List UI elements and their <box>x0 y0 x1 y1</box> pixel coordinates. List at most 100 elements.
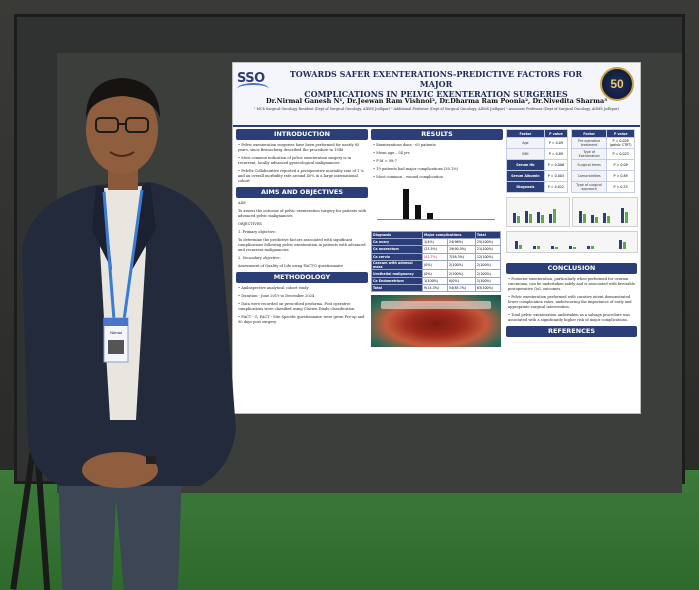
table-header: Major complications <box>422 230 476 240</box>
intro-bullet: PelvEx Collaborative reported a perioper… <box>238 169 368 184</box>
aim-label: AIM <box>238 201 246 205</box>
table-cell: (23.5%) <box>422 245 448 254</box>
table-cell: 1(100%) <box>422 276 448 285</box>
poster-title-line-2: COMPLICATIONS IN PELVIC EXENTERATION SUR… <box>304 89 568 99</box>
table-cell: 9(14.3%) <box>422 283 448 292</box>
table-cell: Pre operative treatment <box>570 137 608 149</box>
research-poster: SSO TOWARDS SAFER EXENTERATIONS-PREDICTI… <box>232 62 641 414</box>
table-row: Ca ovary 1(4%) 24(96%) 25(100%) <box>371 238 502 247</box>
poster-authors: Dr.Nirmal Ganesh N¹, Dr.Jeewan Ram Vishn… <box>265 97 608 105</box>
poster-affiliation: ¹ MCh Surgical Oncology Resident (Dept o… <box>254 107 619 111</box>
mini-chart <box>506 231 638 253</box>
table-cell: Surgical times <box>570 159 608 171</box>
table-cell: P = 0.029 (pelvic CTRT) <box>606 137 635 149</box>
table-row: Comorbidities P = 0.89 <box>570 170 635 182</box>
factor-pvalue-table-left: Factor P value Age P = 0.09 BMI P = 0.89 S… <box>506 129 569 193</box>
mini-chart <box>506 197 570 227</box>
conclusion-bullet: Posterior exenteration, particularly whe… <box>508 277 637 292</box>
table-row: Surgical times P = 0.09 <box>570 159 635 171</box>
table-cell: BMI <box>506 148 545 160</box>
results-bullet: Exenterations done - 63 patients <box>373 143 503 148</box>
graph-bar <box>415 205 421 219</box>
table-row: Serum Albumin P = 0.003 <box>506 170 569 182</box>
introduction-header: INTRODUCTION <box>236 129 368 140</box>
table-cell: P = 0.023 <box>606 148 635 160</box>
table-cell: Ca Endometrium <box>371 276 423 285</box>
conclusion-header: CONCLUSION <box>506 263 637 274</box>
table-cell: 1(100%) <box>474 276 502 285</box>
table-row: Caecum with adnexal mass (0%) 2(100%) 2(… <box>371 259 502 271</box>
table-cell: P = 0.09 <box>606 159 635 171</box>
objective-line: Assessment of Quality of Life using FACT… <box>238 264 344 268</box>
table-cell: Diagnosis <box>506 181 545 193</box>
table-cell: (41.7%) <box>422 252 448 261</box>
table-cell: (0%) <box>422 269 448 278</box>
factor-pvalue-table-right: Factor P value Pre operative treatment P … <box>570 129 635 193</box>
graph-bar <box>427 213 433 219</box>
table-cell: Serum Hb <box>506 159 545 171</box>
table-row: Serum Hb P = 0.006 <box>506 159 569 171</box>
table-row: Ca Endometrium 1(100%) 0(0%) 1(100%) <box>371 276 502 285</box>
table-cell: 7(58.3%) <box>446 252 476 261</box>
poster-title: TOWARDS SAFER EXENTERATIONS-PREDICTIVE F… <box>275 69 597 99</box>
poster-title-line-1: TOWARDS SAFER EXENTERATIONS-PREDICTIVE F… <box>289 69 583 89</box>
table-cell: 2(100%) <box>474 269 502 278</box>
results-bullet: 19 patients had major complications (30.… <box>373 167 503 172</box>
references-header: REFERENCES <box>506 326 637 337</box>
table-cell: Type of Exenteration <box>570 148 608 160</box>
table-cell: P = 0.89 <box>606 170 635 182</box>
table-cell: Serum Albumin <box>506 170 545 182</box>
table-cell: 12(100%) <box>474 252 502 261</box>
table-cell: 54(85.7%) <box>446 283 476 292</box>
method-bullet: Data were recorded on prescribed proform… <box>238 302 368 312</box>
results-bullet: Most common – wound complication <box>373 175 503 180</box>
diagnosis-complications-table: Diagnosis Major complications Total Ca o… <box>371 230 502 292</box>
sso-logo: SSO <box>237 69 271 103</box>
table-header: Factor <box>570 129 608 138</box>
table-header: Factor <box>506 129 545 138</box>
method-bullet: FACT - G, FACT - Site Specific questionn… <box>238 315 368 325</box>
objective-line: 2. Secondary objective: <box>238 256 281 260</box>
table-header: Diagnosis <box>371 230 423 240</box>
conclusion-bullet: Total pelvic exenteration undertaken as … <box>508 313 637 323</box>
table-row: Total 9(14.3%) 54(85.7%) 63(100%) <box>371 283 502 292</box>
table-cell: Ca ovary <box>371 238 423 247</box>
results-bullet: Mean age – 54 yrs <box>373 151 503 156</box>
table-header: P value <box>606 129 635 138</box>
poster-column-left: INTRODUCTION Pelvic exenteration surgeri… <box>236 129 368 328</box>
results-bar-graph <box>371 183 501 229</box>
table-row: Ca anorectum (23.5%) 19(90.5%) 21(100%) <box>371 245 502 254</box>
table-cell: 21(100%) <box>474 245 502 254</box>
table-row: Type of Exenteration P = 0.023 <box>570 148 635 160</box>
table-cell: 0(0%) <box>446 276 476 285</box>
table-cell: 1(4%) <box>422 238 448 247</box>
poster-column-right: Factor P value Age P = 0.09 BMI P = 0.89 S… <box>506 129 638 344</box>
table-cell: Urothelial malignancy <box>371 269 423 278</box>
surgical-field-photo <box>371 294 501 347</box>
table-cell: 2(100%) <box>446 269 476 278</box>
table-cell: Ca anorectum <box>371 245 423 254</box>
aim-text: To assess the outcome of pelvic exentera… <box>238 209 367 218</box>
table-row: Type of surgical approach P = 0.33 <box>570 181 635 193</box>
table-cell: 2(100%) <box>446 259 476 271</box>
qol-mini-charts <box>506 195 638 263</box>
results-header: RESULTS <box>371 129 503 140</box>
methodology-header: METHODOLOGY <box>236 272 368 283</box>
table-header: Total <box>474 230 502 240</box>
table-cell: (0%) <box>422 259 448 271</box>
table-row: Pre operative treatment P = 0.029 (pelvic… <box>570 137 635 149</box>
table-row: Urothelial malignancy (0%) 2(100%) 2(100… <box>371 269 502 278</box>
objective-line: 1. Primary objective: <box>238 230 276 234</box>
table-cell: P = 0.33 <box>606 181 635 193</box>
table-row: Age P = 0.09 <box>506 137 569 149</box>
table-cell: Total <box>371 283 423 292</box>
objective-line: To determine the predictive factors asso… <box>238 238 366 252</box>
table-row: Diagnosis P = 0.012 <box>506 181 569 193</box>
table-row: Ca cervix (41.7%) 7(58.3%) 12(100%) <box>371 252 502 261</box>
table-cell: 63(100%) <box>474 283 502 292</box>
poster-column-middle: RESULTS Exenterations done - 63 patients… <box>371 129 503 347</box>
poster-header: SSO TOWARDS SAFER EXENTERATIONS-PREDICTI… <box>233 63 640 127</box>
table-cell: P = 0.003 <box>543 170 569 182</box>
table-cell: Ca cervix <box>371 252 423 261</box>
